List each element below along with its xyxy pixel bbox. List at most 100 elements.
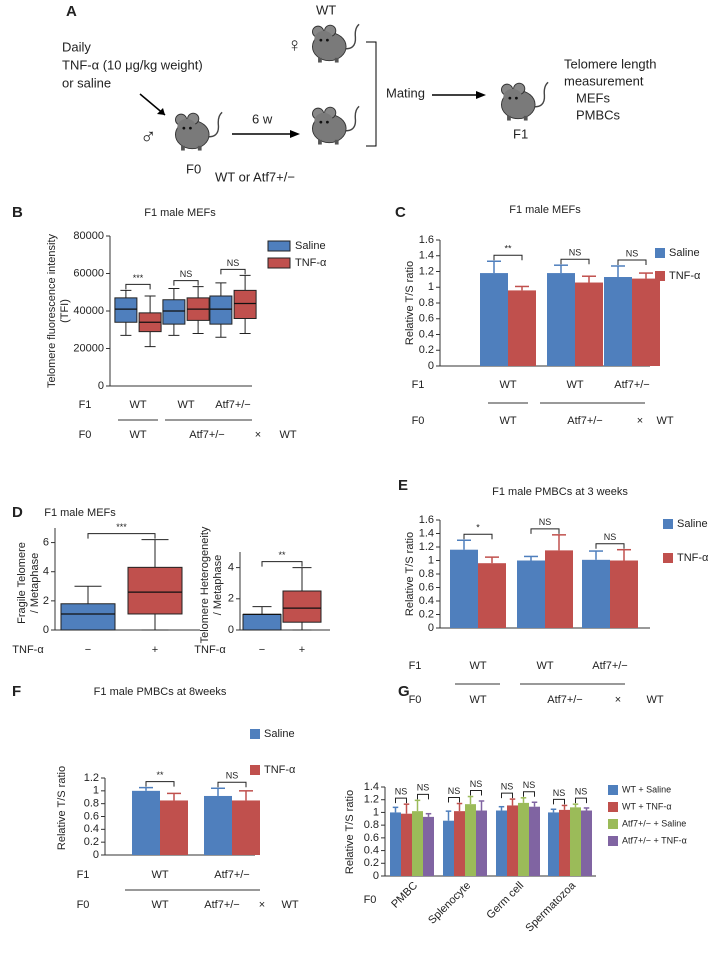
mouse-icon (311, 105, 360, 146)
significance-label: NS (395, 787, 408, 797)
x-tick-label: WT (536, 660, 553, 672)
y-axis-label: / Metaphase (212, 555, 224, 616)
significance-label: ** (504, 244, 512, 254)
treatment: Daily (62, 39, 91, 54)
x-tick-label: WT (469, 660, 486, 672)
significance-bracket (470, 790, 482, 796)
y-tick-label: 6 (43, 536, 49, 548)
legend-swatch (663, 519, 673, 529)
y-axis-label: Fragile Telomere (16, 542, 28, 624)
y-tick-label: 0.2 (419, 608, 434, 620)
row-label: F0 (409, 694, 422, 706)
bar (529, 806, 540, 876)
significance-label: NS (604, 532, 617, 542)
y-tick-label: 0.4 (419, 328, 434, 340)
y-tick-label: 0 (43, 624, 49, 636)
significance-bracket (523, 791, 535, 797)
bar (581, 810, 592, 876)
y-tick-label: 1.2 (419, 265, 434, 277)
panel-letter: F (12, 683, 21, 700)
bar (443, 820, 454, 876)
y-tick-label: 1.4 (419, 250, 434, 262)
bar (545, 550, 573, 628)
legend-swatch (267, 257, 291, 269)
y-tick-label: 4 (43, 566, 49, 578)
bar (604, 277, 632, 366)
row-text: × (255, 429, 261, 441)
legend-swatch (267, 240, 291, 252)
f0-genotype: WT or Atf7+/− (215, 169, 295, 184)
y-tick-label: 0.6 (419, 313, 434, 325)
y-tick-label: 0.2 (84, 836, 99, 848)
f0-label: F0 (186, 161, 201, 176)
significance-label: NS (226, 771, 239, 781)
y-tick-label: 2 (228, 593, 234, 605)
y-tick-label: 1 (93, 785, 99, 797)
panel-letter: B (12, 204, 23, 221)
row-label: F0 (412, 415, 425, 427)
y-tick-label: 20000 (73, 342, 104, 354)
significance-bracket (553, 798, 565, 805)
mating: Mating (386, 85, 425, 100)
panel-letter: C (395, 204, 406, 221)
female-label: WT (316, 2, 336, 17)
bar (478, 563, 506, 628)
x-tick-label: − (85, 644, 91, 656)
arrowhead (157, 108, 165, 115)
row-label: F1 (79, 399, 92, 411)
x-tick-label: WT (129, 399, 146, 411)
bar (496, 810, 507, 876)
bar (508, 290, 536, 366)
legend-swatch (250, 765, 260, 775)
y-tick-label: 0.4 (364, 844, 379, 856)
y-tick-label: 60000 (73, 267, 104, 279)
measurement: MEFs (576, 90, 610, 105)
bar (423, 816, 434, 876)
significance-label: *** (116, 522, 127, 532)
y-tick-label: 80000 (73, 230, 104, 242)
legend-label: Saline (264, 728, 295, 740)
x-tick-label: Atf7+/− (614, 379, 649, 391)
significance-label: NS (501, 781, 514, 791)
significance-bracket (448, 797, 460, 803)
treatment: TNF-α (10 μg/kg weight) (62, 57, 203, 72)
box (282, 590, 322, 623)
arrowhead (476, 91, 486, 99)
row-label: F1 (412, 379, 425, 391)
row-text: Atf7+/− (567, 415, 602, 427)
bar (401, 813, 412, 876)
box (233, 289, 257, 319)
x-axis-label: TNF-α (194, 644, 226, 656)
y-tick-label: 0 (93, 849, 99, 861)
legend-label: TNF-α (669, 270, 701, 282)
box (127, 566, 183, 615)
x-tick-label: − (259, 644, 265, 656)
bar (570, 807, 581, 876)
legend-swatch (608, 785, 618, 795)
legend-label: Saline (295, 240, 326, 252)
row-text: WT (656, 415, 673, 427)
significance-label: *** (133, 273, 144, 283)
y-tick-label: 1.4 (419, 527, 434, 539)
measurement: PMBCs (576, 107, 621, 122)
y-tick-label: 1 (373, 806, 379, 818)
bar (476, 810, 487, 876)
box (242, 613, 282, 631)
row-label: F1 (77, 869, 90, 881)
bar (390, 812, 401, 876)
significance-bracket (173, 280, 199, 286)
significance-label: NS (417, 783, 430, 793)
x-tick-label: Spermatozoa (523, 879, 578, 934)
panel-letter: A (66, 3, 77, 20)
panel-letter: D (12, 504, 23, 521)
significance-bracket (417, 793, 429, 800)
significance-bracket (463, 533, 493, 540)
duration: 6 w (252, 111, 273, 126)
y-tick-label: 1.2 (84, 772, 99, 784)
x-tick-label: + (152, 644, 158, 656)
row-text: WT (499, 415, 516, 427)
bar (575, 282, 603, 366)
row-label: F0 (77, 899, 90, 911)
bar (610, 560, 638, 628)
legend-swatch (655, 271, 665, 281)
